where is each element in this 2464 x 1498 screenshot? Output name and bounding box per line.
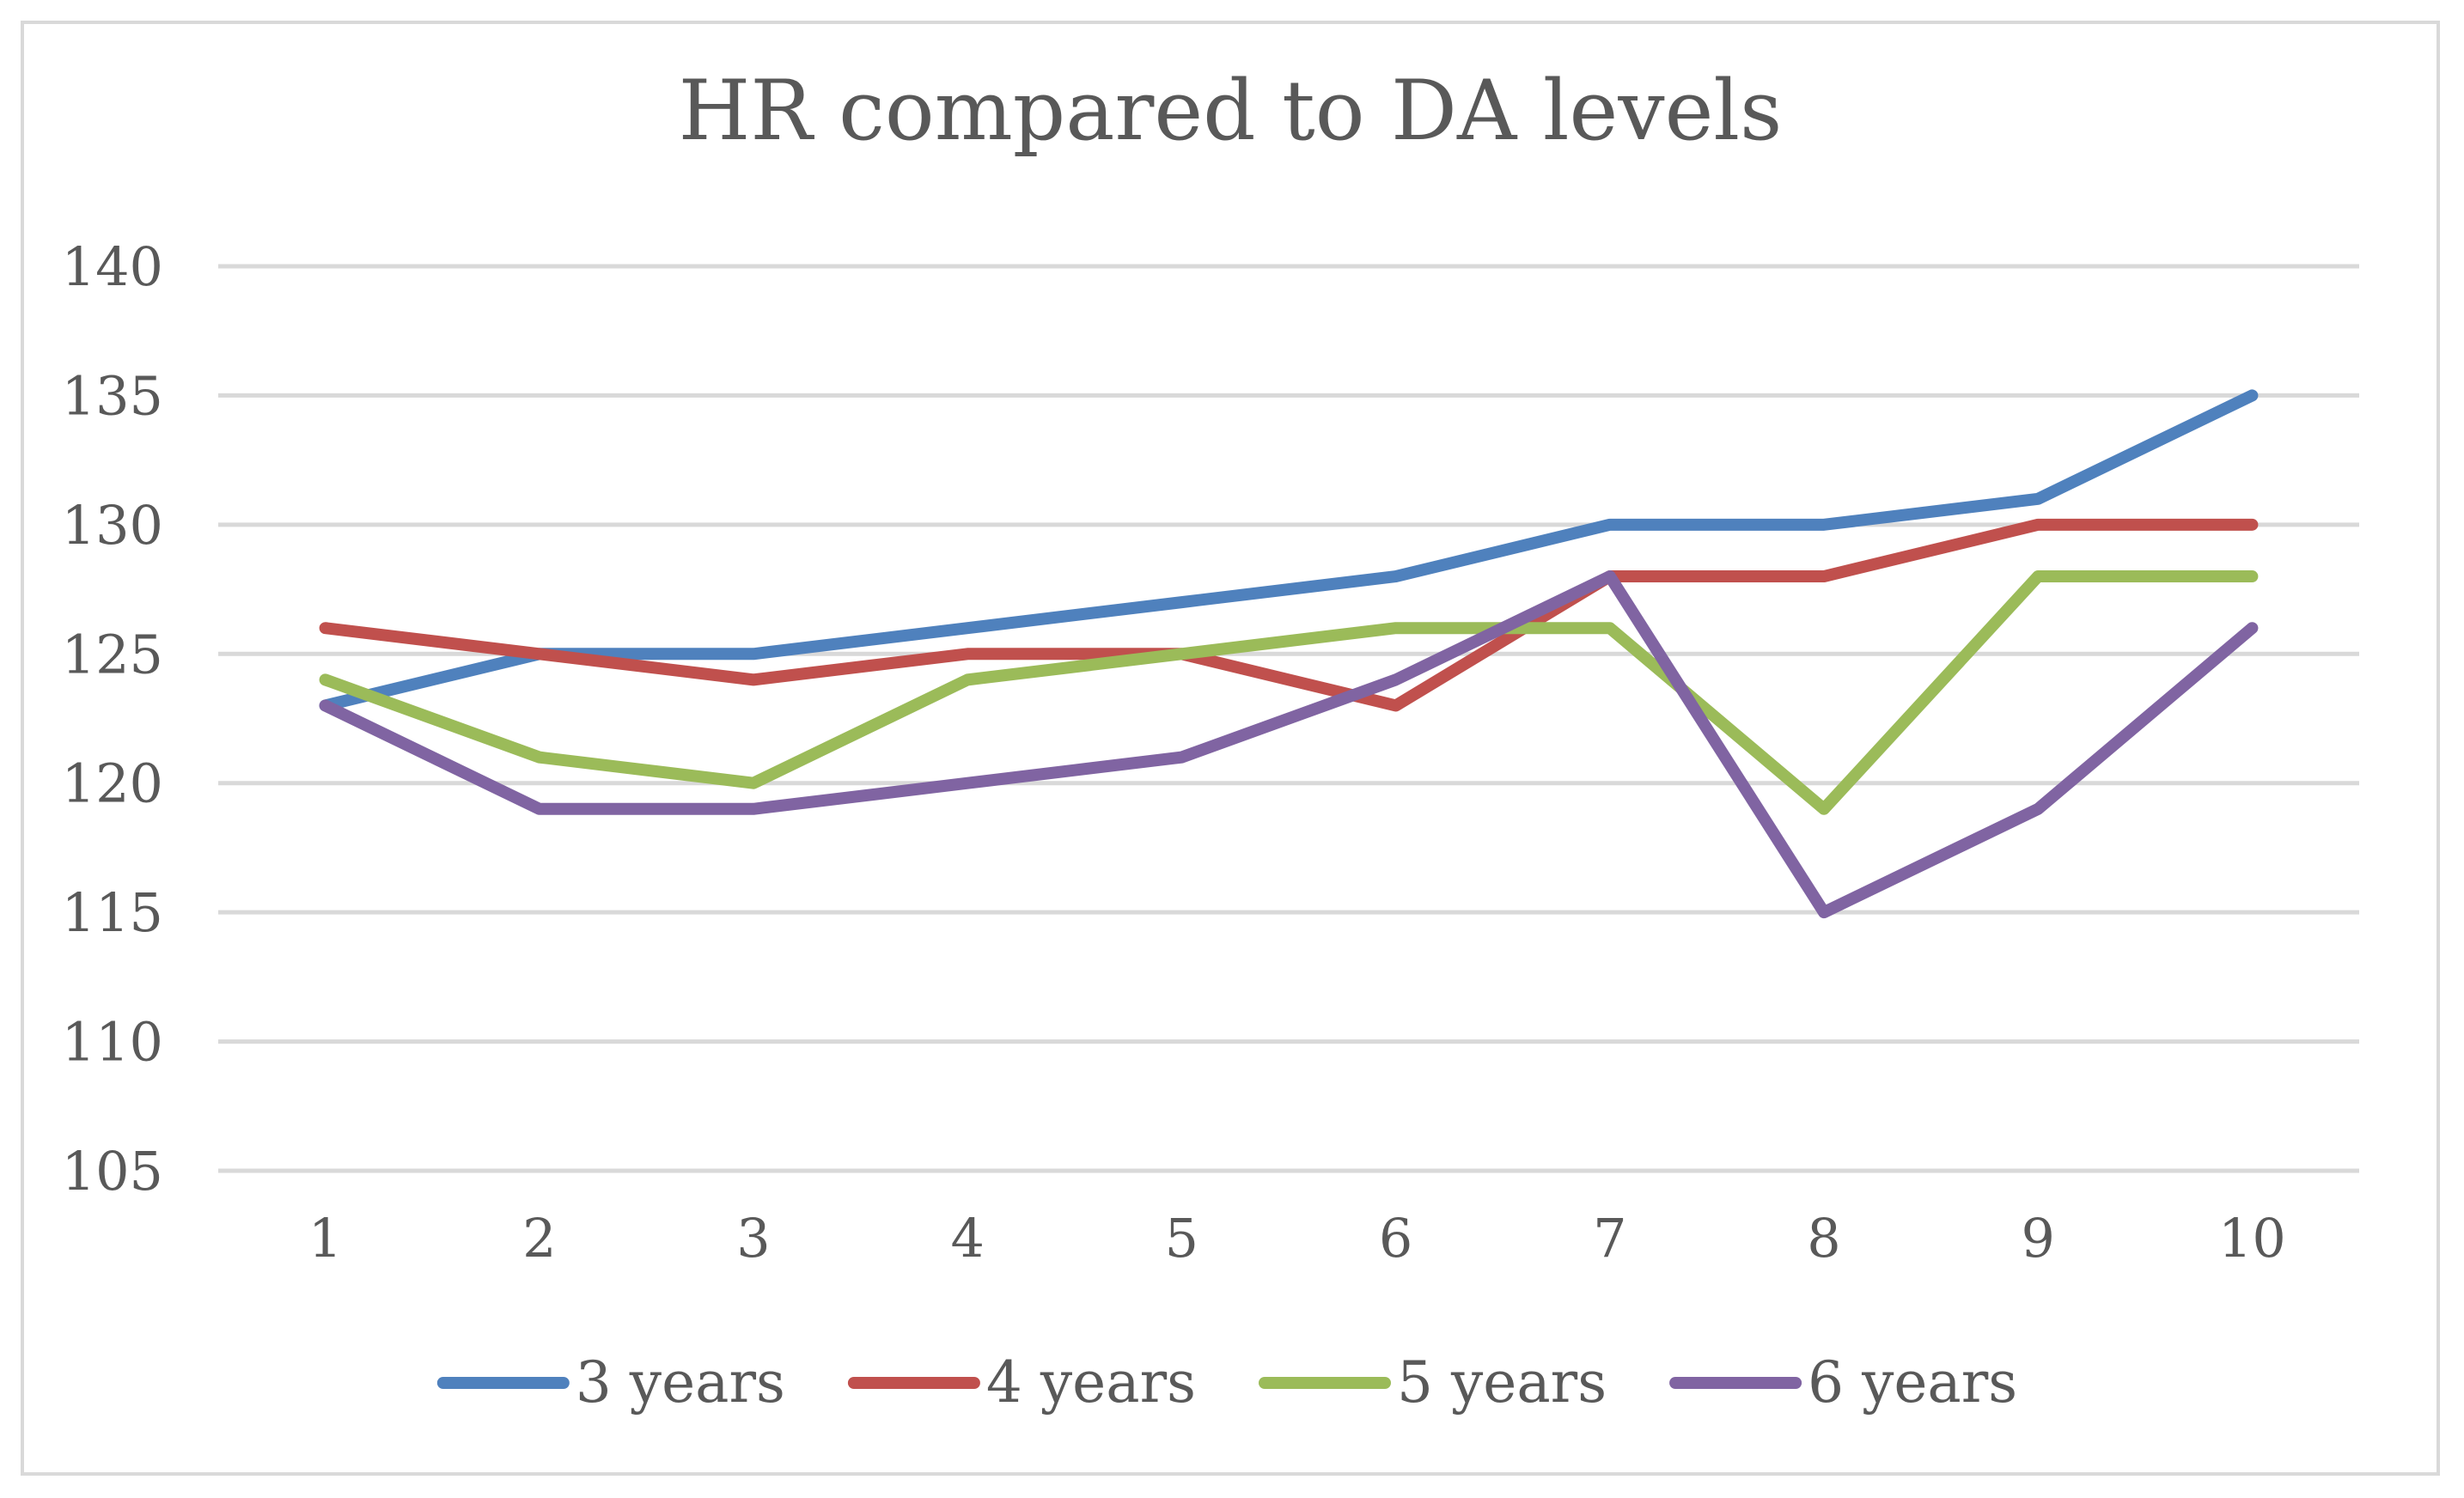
x-tick-label: 2 xyxy=(522,1207,556,1270)
y-tick-label: 130 xyxy=(62,494,163,557)
line-chart: HR compared to DA levels 105110115120125… xyxy=(62,63,2359,1416)
y-tick-label: 120 xyxy=(62,752,163,815)
series-line-4-years xyxy=(319,518,2259,712)
series-line-3-years xyxy=(319,389,2259,712)
legend-label: 3 years xyxy=(576,1349,785,1416)
chart-frame: HR compared to DA levels 105 110 115 120 125… xyxy=(21,21,2440,1476)
x-tick-label: 1 xyxy=(308,1207,342,1270)
legend-label: 6 years xyxy=(1808,1349,2017,1416)
y-tick-label: 115 xyxy=(62,881,163,944)
x-axis-ticks: 1 2 3 4 5 6 7 8 9 10 xyxy=(308,1207,2286,1270)
x-tick-label: 5 xyxy=(1165,1207,1198,1270)
legend-label: 5 years xyxy=(1397,1349,1607,1416)
x-tick-label: 7 xyxy=(1593,1207,1626,1270)
x-tick-label: 3 xyxy=(736,1207,770,1270)
y-tick-label: 105 xyxy=(62,1140,163,1203)
legend: 3 years 4 years 5 years 6 years xyxy=(436,1349,2017,1416)
x-tick-label: 8 xyxy=(1807,1207,1840,1270)
y-tick-label: 135 xyxy=(62,364,163,427)
y-tick-label: 125 xyxy=(62,623,163,685)
x-tick-label: 10 xyxy=(2218,1207,2286,1270)
series-line-5-years xyxy=(319,570,2259,815)
legend-label: 4 years xyxy=(986,1349,1196,1416)
x-tick-label: 9 xyxy=(2021,1207,2054,1270)
x-tick-label: 6 xyxy=(1379,1207,1412,1270)
y-tick-label: 110 xyxy=(62,1011,163,1074)
series-lines xyxy=(319,389,2259,919)
y-axis-ticks: 105 110 115 120 125 130 135 140 xyxy=(62,235,163,1203)
series-line-6-years xyxy=(319,570,2259,919)
x-tick-label: 4 xyxy=(950,1207,984,1270)
chart-title: HR compared to DA levels xyxy=(679,63,1783,159)
y-tick-label: 140 xyxy=(62,235,163,298)
